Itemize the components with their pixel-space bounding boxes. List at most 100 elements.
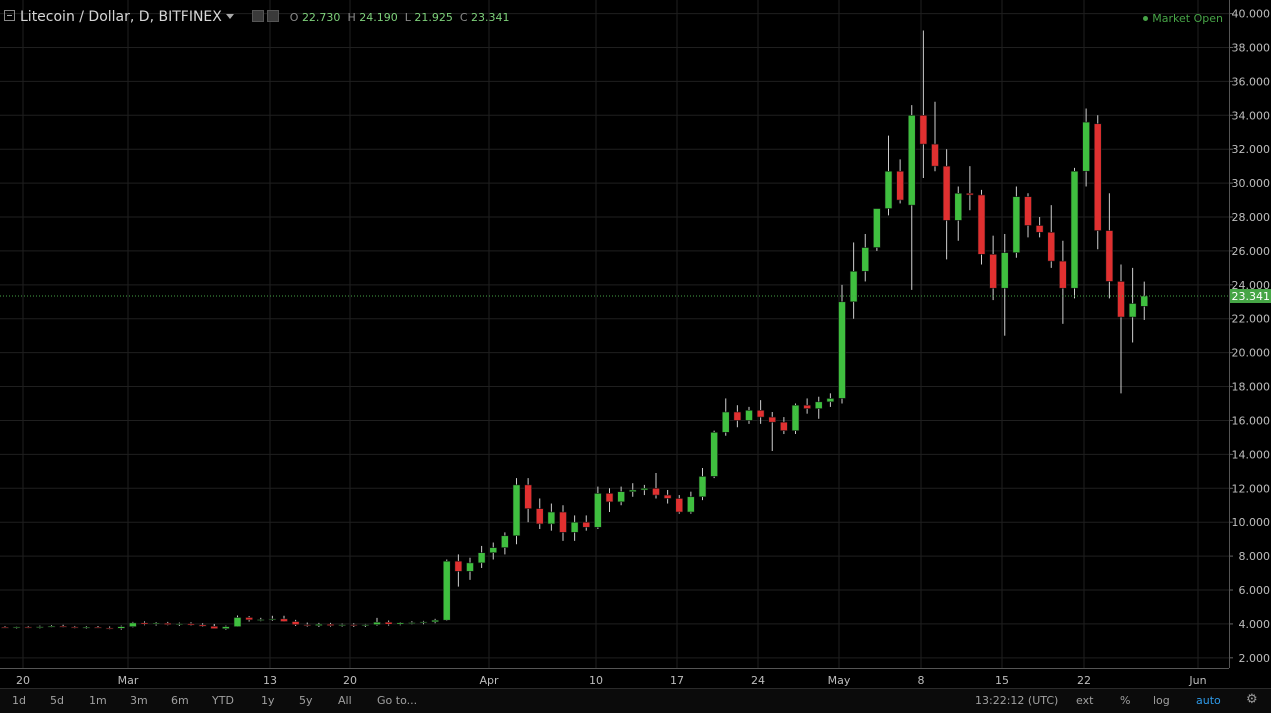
symbol-title[interactable]: Litecoin / Dollar, D, BITFINEX: [20, 9, 222, 25]
range-5y-button[interactable]: 5y: [299, 694, 313, 707]
candle-body: [942, 165, 951, 221]
y-tick-label: 4.000: [1239, 618, 1271, 631]
candle-body: [373, 621, 381, 625]
candle-up: [884, 135, 893, 216]
gear-icon[interactable]: ⚙: [1246, 692, 1258, 707]
candle-body: [1035, 225, 1044, 233]
market-status-label: Market Open: [1152, 12, 1223, 25]
candle-down: [105, 626, 114, 630]
close-label: C: [459, 11, 468, 24]
candle-body: [570, 521, 579, 533]
auto-scale-toggle[interactable]: auto: [1196, 694, 1221, 707]
candle-body: [24, 626, 33, 629]
y-tick-label: 30.000: [1232, 177, 1271, 190]
candle-down: [1059, 240, 1067, 324]
candle-up: [466, 557, 474, 580]
candle-body: [1070, 170, 1079, 289]
candle-down: [977, 189, 986, 265]
range-5d-button[interactable]: 5d: [50, 694, 64, 707]
candle-down: [756, 400, 765, 424]
candle-down: [24, 625, 33, 629]
series-legend: Litecoin / Dollar, D, BITFINEX O 22.730 …: [4, 9, 510, 25]
range-1d-button[interactable]: 1d: [12, 694, 26, 707]
candle-body: [408, 622, 416, 624]
candle-body: [1140, 295, 1149, 307]
candle-body: [36, 626, 44, 628]
candle-body: [349, 624, 358, 626]
candle-up: [12, 626, 21, 629]
y-tick-label: 32.000: [1232, 143, 1271, 156]
candle-body: [140, 622, 149, 625]
log-scale-toggle[interactable]: log: [1153, 694, 1170, 707]
range-1m-button[interactable]: 1m: [89, 694, 107, 707]
extended-hours-toggle[interactable]: ext: [1076, 694, 1094, 707]
candle-body: [105, 627, 114, 630]
range-3m-button[interactable]: 3m: [130, 694, 148, 707]
candle-body: [977, 194, 986, 255]
x-tick-label: Mar: [118, 674, 139, 687]
candle-up: [117, 625, 126, 630]
percent-scale-toggle[interactable]: %: [1120, 694, 1131, 707]
candle-body: [384, 621, 393, 625]
range-1y-button[interactable]: 1y: [261, 694, 275, 707]
candle-down: [780, 417, 788, 435]
open-value: 22.730: [301, 11, 341, 24]
format-icon[interactable]: [267, 10, 280, 22]
candle-body: [256, 619, 265, 621]
candle-body: [326, 623, 335, 626]
x-tick-label: 17: [670, 674, 684, 687]
candle-body: [361, 624, 370, 626]
high-value: 24.190: [359, 11, 398, 24]
x-tick-label: 24: [751, 674, 765, 687]
candle-body: [524, 484, 532, 509]
candle-body: [640, 487, 649, 491]
x-tick-label: Jun: [1188, 674, 1206, 687]
goto-date-button[interactable]: Go to...: [377, 694, 418, 707]
candle-up: [1070, 167, 1079, 299]
settings-icon[interactable]: [252, 10, 265, 22]
candle-body: [291, 621, 300, 625]
candle-up: [396, 622, 405, 626]
candle-body: [210, 625, 219, 629]
candle-down: [652, 473, 660, 499]
last-price-badge: [1230, 289, 1271, 304]
time-axis[interactable]: 20 Mar 13 20 Apr 10 17 24 May 8 15 22 Jun: [0, 668, 1229, 689]
candle-body: [512, 484, 521, 537]
candle-down: [245, 616, 253, 622]
x-tick-label: 10: [589, 674, 603, 687]
high-label: H: [347, 11, 356, 24]
candle-up: [594, 486, 602, 529]
price-chart-plot[interactable]: [0, 0, 1229, 668]
candle-body: [628, 489, 637, 492]
candle-up: [442, 559, 451, 621]
y-tick-label: 20.000: [1232, 347, 1271, 360]
candle-down: [454, 554, 463, 587]
clock-time[interactable]: 13:22:12 (UTC): [975, 694, 1059, 707]
candle-down: [1117, 264, 1125, 394]
candle-up: [745, 406, 753, 424]
candle-up: [373, 617, 381, 626]
candle-body: [861, 247, 870, 272]
candle-up: [861, 233, 870, 282]
x-tick-label: Apr: [479, 674, 499, 687]
candle-up: [256, 617, 265, 622]
candle-up: [129, 621, 137, 628]
collapse-legend-icon[interactable]: [4, 10, 15, 21]
candle-body: [1047, 231, 1056, 262]
candle-body: [1117, 281, 1125, 318]
candle-up: [698, 467, 707, 501]
price-axis[interactable]: 2.000 4.000 6.000 8.000 10.000 12.000 14.000 16…: [1229, 0, 1271, 668]
candle-body: [907, 114, 916, 206]
range-6m-button[interactable]: 6m: [171, 694, 189, 707]
candle-down: [187, 622, 195, 626]
candle-up: [687, 491, 695, 514]
candle-up: [361, 623, 370, 627]
candle-body: [733, 411, 742, 421]
range-all-button[interactable]: All: [338, 694, 352, 707]
chevron-down-icon[interactable]: [225, 14, 234, 19]
candle-down: [989, 235, 997, 301]
range-ytd-button[interactable]: YTD: [212, 694, 234, 707]
candle-up: [36, 625, 44, 629]
candle-body: [82, 627, 91, 629]
candle-body: [338, 624, 346, 626]
